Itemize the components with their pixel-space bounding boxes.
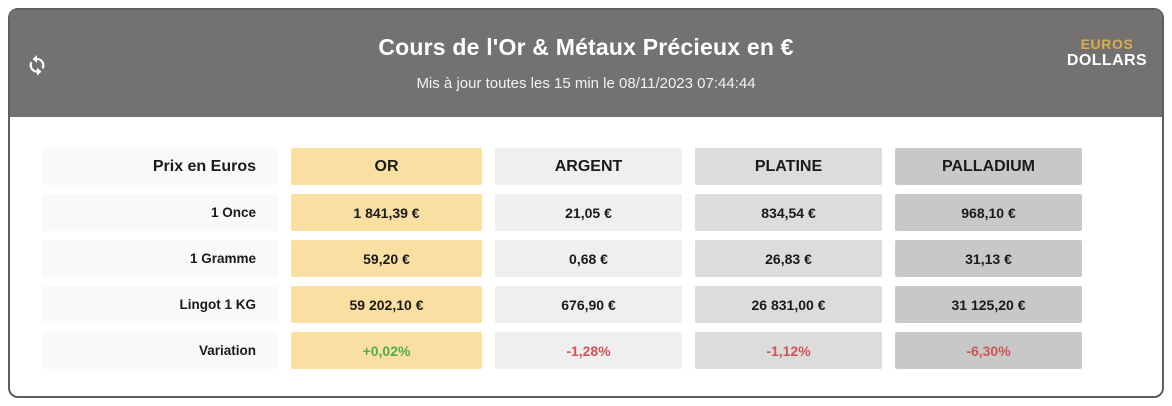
variation-platine: -1,12% (695, 332, 882, 369)
header-titles: Cours de l'Or & Métaux Précieux en € Mis… (10, 10, 1162, 92)
refresh-button[interactable] (24, 52, 50, 78)
price-once-platine: 834,54 € (695, 194, 882, 231)
price-widget-card: Cours de l'Or & Métaux Précieux en € Mis… (8, 8, 1164, 398)
price-lingot-or: 59 202,10 € (291, 286, 482, 323)
price-gramme-or: 59,20 € (291, 240, 482, 277)
variation-palladium: -6,30% (895, 332, 1082, 369)
prices-table: Prix en Euros OR ARGENT PLATINE PALLADIU… (42, 148, 1162, 369)
page-title: Cours de l'Or & Métaux Précieux en € (378, 34, 794, 60)
price-lingot-platine: 26 831,00 € (695, 286, 882, 323)
column-header-or: OR (291, 148, 482, 185)
price-lingot-palladium: 31 125,20 € (895, 286, 1082, 323)
table-corner-label: Prix en Euros (42, 148, 278, 185)
price-gramme-palladium: 31,13 € (895, 240, 1082, 277)
row-label-variation: Variation (42, 332, 278, 369)
currency-toggle-euros[interactable]: EUROS (1080, 36, 1134, 52)
column-header-platine: PLATINE (695, 148, 882, 185)
price-lingot-argent: 676,90 € (495, 286, 682, 323)
column-header-palladium: PALLADIUM (895, 148, 1082, 185)
price-gramme-platine: 26,83 € (695, 240, 882, 277)
widget-header: Cours de l'Or & Métaux Précieux en € Mis… (10, 10, 1162, 117)
last-updated-text: Mis à jour toutes les 15 min le 08/11/20… (416, 75, 756, 92)
variation-argent: -1,28% (495, 332, 682, 369)
column-header-argent: ARGENT (495, 148, 682, 185)
price-once-argent: 21,05 € (495, 194, 682, 231)
row-label-once: 1 Once (42, 194, 278, 231)
row-label-gramme: 1 Gramme (42, 240, 278, 277)
variation-or: +0,02% (291, 332, 482, 369)
currency-toggle-dollars[interactable]: DOLLARS (1066, 52, 1148, 69)
refresh-icon (25, 53, 49, 77)
price-once-or: 1 841,39 € (291, 194, 482, 231)
price-once-palladium: 968,10 € (895, 194, 1082, 231)
currency-toggle: EUROS DOLLARS (1064, 36, 1150, 70)
row-label-lingot: Lingot 1 KG (42, 286, 278, 323)
price-gramme-argent: 0,68 € (495, 240, 682, 277)
